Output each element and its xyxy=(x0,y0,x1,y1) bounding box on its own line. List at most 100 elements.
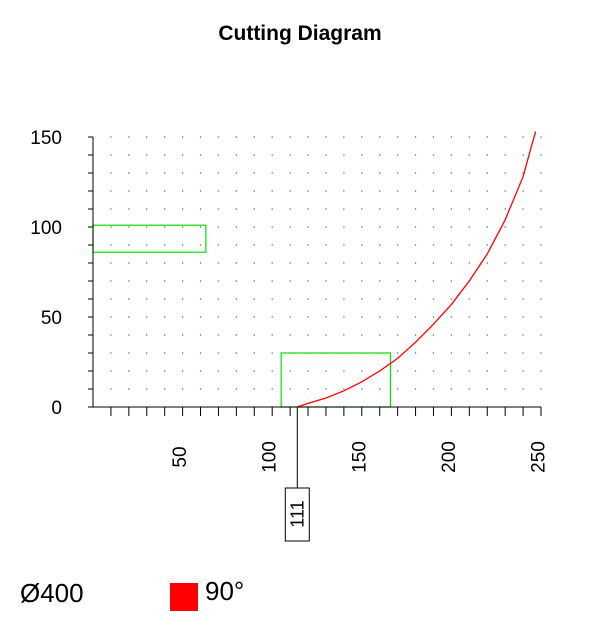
grid-dot xyxy=(397,388,399,390)
grid-dot xyxy=(540,262,542,264)
grid-dot xyxy=(343,262,345,264)
grid-dot xyxy=(379,172,381,174)
grid-dot xyxy=(253,136,255,138)
grid-dot xyxy=(289,280,291,282)
grid-dot xyxy=(253,280,255,282)
grid-dot xyxy=(182,136,184,138)
grid-dot xyxy=(128,244,130,246)
x-tick-label: 100 xyxy=(260,441,281,473)
grid-dot xyxy=(307,190,309,192)
grid-dot xyxy=(432,136,435,138)
grid-dot xyxy=(307,316,309,318)
grid-dot xyxy=(253,208,255,210)
grid-dot xyxy=(235,316,237,318)
x-tick-label: 200 xyxy=(439,441,460,473)
grid-dot xyxy=(414,244,417,246)
grid-dot xyxy=(540,352,542,354)
grid-dot xyxy=(217,352,220,354)
grid-dot xyxy=(522,136,524,138)
grid-dot xyxy=(522,316,524,318)
grid-dot xyxy=(522,298,524,300)
grid-dot xyxy=(110,208,112,210)
grid-dot xyxy=(504,226,506,228)
grid-dot xyxy=(379,298,381,300)
grid-dot xyxy=(217,298,220,300)
x-tick-label: 50 xyxy=(170,446,191,467)
grid-dot xyxy=(182,352,184,354)
grid-dot xyxy=(486,280,488,282)
grid-dot xyxy=(110,298,112,300)
grid-dot xyxy=(128,226,130,228)
grid-dot xyxy=(450,370,452,372)
grid-dot xyxy=(397,316,399,318)
grid-dot xyxy=(432,280,435,282)
grid-dot xyxy=(217,370,220,372)
grid-dot xyxy=(199,298,202,300)
grid-dot xyxy=(146,298,148,300)
x-tick-label: 150 xyxy=(349,441,370,473)
grid-dot xyxy=(486,190,488,192)
grid-dot xyxy=(182,388,184,390)
grid-dot xyxy=(432,262,435,264)
grid-dot xyxy=(414,136,417,138)
grid-dot xyxy=(504,136,506,138)
grid-dot xyxy=(540,136,542,138)
grid-dot xyxy=(450,226,452,228)
grid-dot xyxy=(325,190,327,192)
grid-dot xyxy=(253,262,255,264)
grid-dot xyxy=(468,172,470,174)
grid-dot xyxy=(307,244,309,246)
grid-dot xyxy=(486,226,488,228)
grid-dot xyxy=(128,262,130,264)
grid-dot xyxy=(146,244,148,246)
grid-dot xyxy=(397,370,399,372)
grid-dot xyxy=(199,388,202,390)
grid-dot xyxy=(217,172,220,174)
y-tick-label: 100 xyxy=(30,218,62,239)
grid-dot xyxy=(307,226,309,228)
grid-dot xyxy=(235,352,237,354)
grid-dot xyxy=(414,208,417,210)
grid-dot xyxy=(217,226,220,228)
grid-dot xyxy=(307,136,309,138)
grid-dot xyxy=(235,262,237,264)
grid-dot xyxy=(397,334,399,336)
grid-dot xyxy=(414,154,417,156)
grid-dot xyxy=(164,136,166,138)
grid-dot xyxy=(164,316,166,318)
grid-dot xyxy=(128,352,130,354)
angle-color-swatch xyxy=(170,583,198,611)
grid-dot xyxy=(504,280,506,282)
grid-dot xyxy=(432,298,435,300)
grid-dot xyxy=(199,226,202,228)
grid-dot xyxy=(217,190,220,192)
grid-dot xyxy=(235,280,237,282)
grid-dot xyxy=(164,262,166,264)
grid-dot xyxy=(468,316,470,318)
grid-dot xyxy=(182,208,184,210)
grid-dot xyxy=(271,280,273,282)
grid-dot xyxy=(235,172,237,174)
grid-dot xyxy=(522,280,524,282)
grid-dot xyxy=(343,172,345,174)
grid-dot xyxy=(128,388,130,390)
grid-dot xyxy=(468,334,470,336)
grid-dot xyxy=(289,316,291,318)
grid-dot xyxy=(325,244,327,246)
grid-dot xyxy=(128,172,130,174)
grid-dot xyxy=(235,298,237,300)
grid-dot xyxy=(486,172,488,174)
grid-dot xyxy=(182,370,184,372)
stock-rectangle-1 xyxy=(92,224,207,253)
diameter-label: Ø400 xyxy=(20,578,84,608)
grid-dot xyxy=(199,208,202,210)
grid-dot xyxy=(414,190,417,192)
grid-dot xyxy=(468,226,470,228)
grid-dot xyxy=(146,262,148,264)
grid-dot xyxy=(289,154,291,156)
grid-dot xyxy=(217,334,220,336)
grid-dot xyxy=(361,388,363,390)
grid-dot xyxy=(110,172,112,174)
grid-dot xyxy=(540,172,542,174)
grid-dot xyxy=(164,154,166,156)
